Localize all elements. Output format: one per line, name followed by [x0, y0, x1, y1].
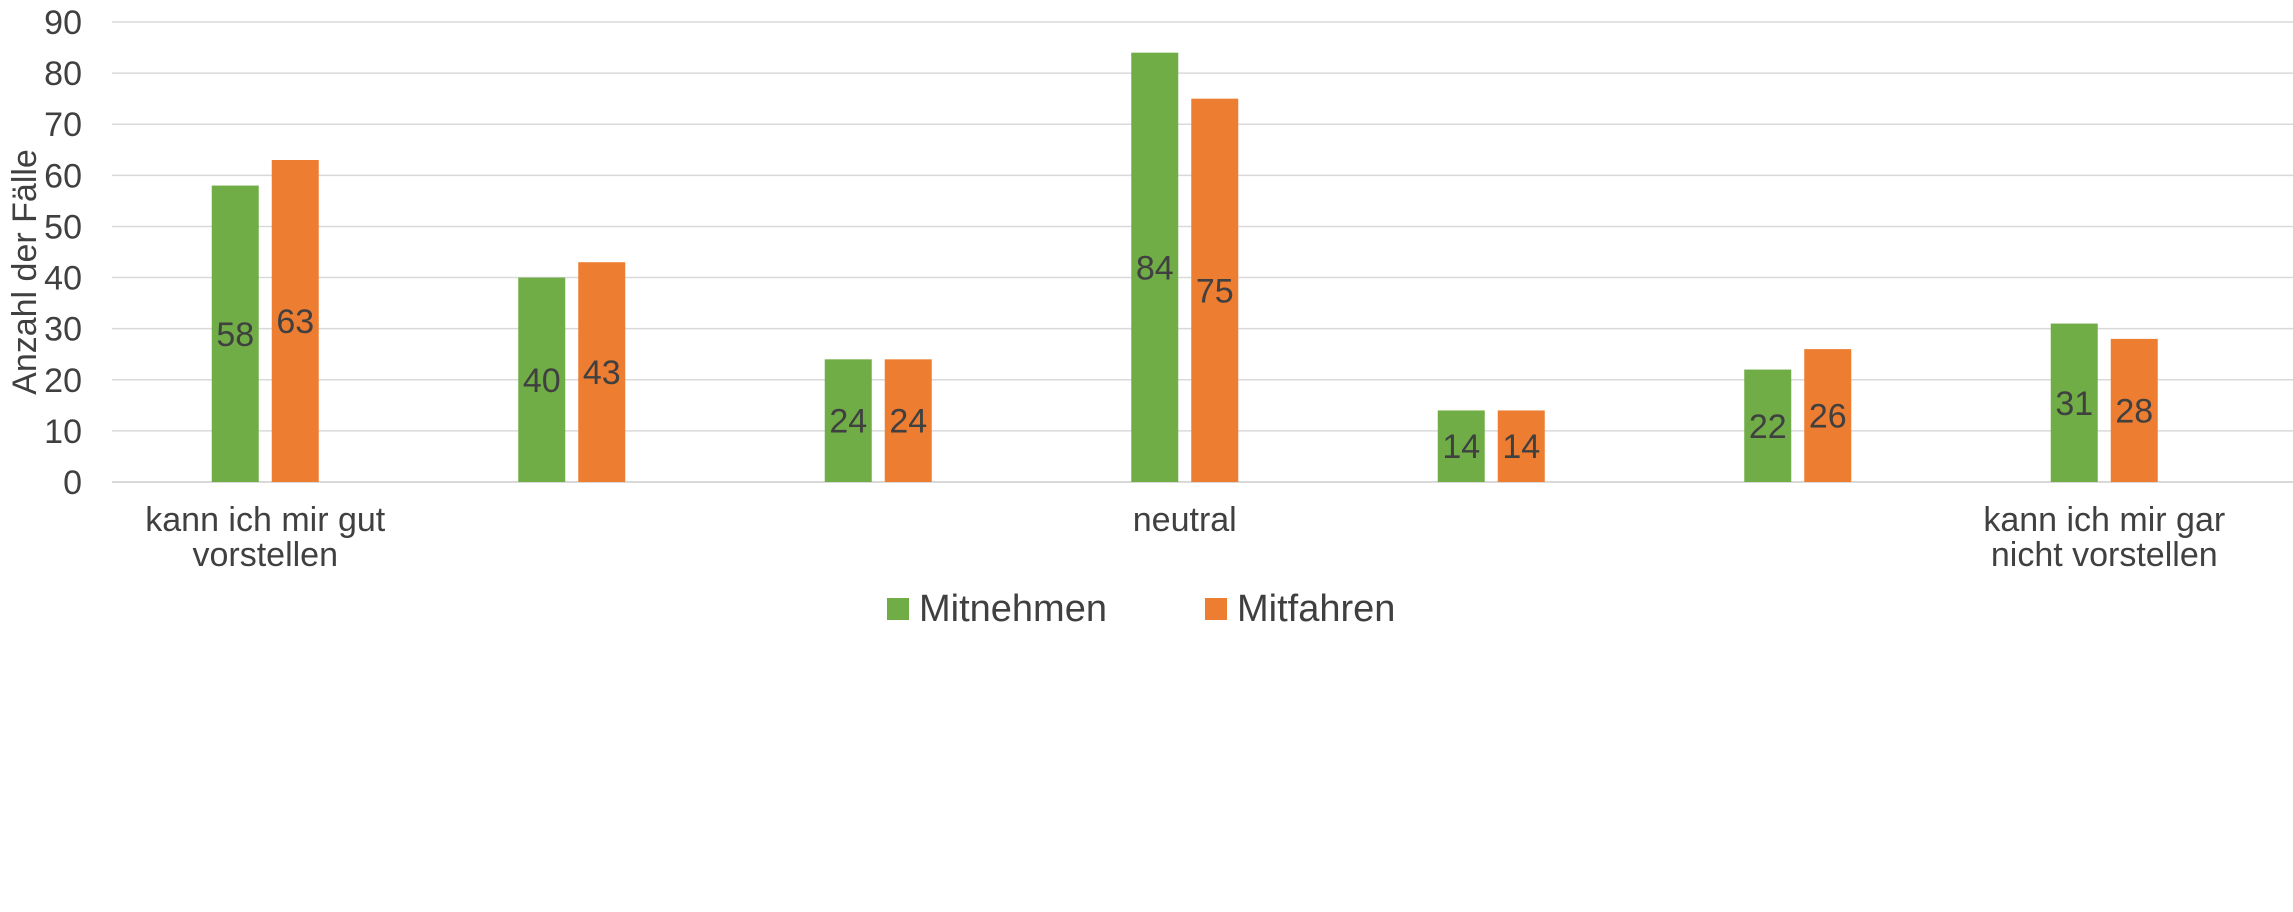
x-category-label-line: kann ich mir gar [1983, 501, 2225, 539]
x-category-label-line: vorstellen [192, 536, 338, 574]
y-tick-label: 50 [44, 208, 82, 246]
y-axis-ticks: 0 10 20 30 40 50 60 70 80 90 [44, 4, 82, 502]
y-tick-label: 70 [44, 106, 82, 144]
legend-label: Mitfahren [1237, 588, 1395, 630]
data-label: 26 [1809, 398, 1847, 436]
x-category-label-line: kann ich mir gut [145, 501, 386, 539]
legend-swatch [887, 598, 909, 620]
data-labels: 58 63 40 43 24 24 84 75 14 14 22 26 31 28 [216, 249, 2153, 466]
y-tick-label: 20 [44, 362, 82, 400]
y-axis-title: Anzahl der Fälle [6, 149, 44, 395]
x-category-label-line: neutral [1133, 501, 1237, 539]
y-tick-label: 0 [63, 464, 82, 502]
legend-label: Mitnehmen [919, 588, 1107, 630]
data-label: 24 [889, 403, 927, 441]
bars [211, 52, 2158, 483]
x-axis-category-labels: kann ich mir gut vorstellen neutral kann ic… [145, 501, 2225, 574]
data-label: 22 [1749, 408, 1787, 446]
data-label: 28 [2115, 392, 2153, 430]
data-label: 58 [216, 316, 254, 354]
bar-mitfahren [884, 359, 932, 482]
y-tick-label: 40 [44, 260, 82, 298]
x-category-label: kann ich mir gut vorstellen [145, 501, 386, 574]
bar-mitfahren [1497, 410, 1545, 482]
bar-mitnehmen [1744, 369, 1792, 482]
y-tick-label: 80 [44, 55, 82, 93]
bar-mitfahren [1804, 349, 1852, 482]
bar-mitnehmen [2050, 323, 2098, 482]
data-label: 40 [523, 362, 561, 400]
y-tick-label: 60 [44, 157, 82, 195]
bar-mitnehmen [1131, 52, 1179, 483]
x-category-label: kann ich mir gar nicht vorstellen [1983, 501, 2225, 574]
x-category-label-line: nicht vorstellen [1991, 536, 2218, 574]
bar-mitnehmen [1437, 410, 1485, 482]
data-label: 14 [1502, 428, 1540, 466]
bar-mitfahren [1191, 98, 1239, 483]
bar-mitfahren [271, 160, 319, 482]
data-label: 31 [2055, 385, 2093, 423]
y-tick-label: 90 [44, 4, 82, 42]
legend: Mitnehmen Mitfahren [887, 588, 1395, 630]
bar-mitnehmen [824, 359, 872, 482]
data-label: 14 [1442, 428, 1480, 466]
data-label: 84 [1136, 249, 1174, 287]
bar-mitnehmen [518, 277, 566, 482]
x-category-label: neutral [1133, 501, 1237, 539]
y-tick-label: 30 [44, 311, 82, 349]
data-label: 63 [276, 303, 314, 341]
bar-mitnehmen [211, 185, 259, 483]
data-label: 43 [583, 354, 621, 392]
data-label: 75 [1196, 272, 1234, 310]
y-tick-label: 10 [44, 413, 82, 451]
legend-swatch [1205, 598, 1227, 620]
bar-mitfahren [2110, 338, 2158, 482]
data-label: 24 [829, 403, 867, 441]
bar-mitfahren [578, 262, 626, 482]
